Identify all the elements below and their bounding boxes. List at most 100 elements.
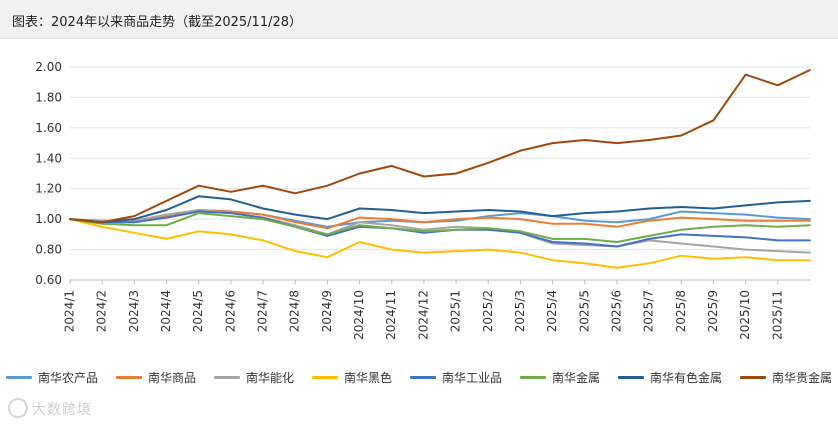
x-tick-label: 2025/10 [738, 290, 752, 340]
data-point [712, 234, 715, 237]
x-tick-label: 2025/8 [674, 290, 688, 332]
data-point [680, 216, 683, 219]
data-point [197, 210, 200, 213]
data-point [487, 228, 490, 231]
data-point [229, 212, 232, 214]
data-point [583, 238, 586, 240]
chart-header: 图表：2024年以来商品走势（截至2025/11/28） [0, 0, 838, 39]
data-point [712, 245, 715, 248]
data-point [326, 256, 329, 259]
data-point [744, 219, 747, 222]
data-point [133, 219, 136, 222]
data-point [712, 225, 715, 228]
data-point [551, 259, 554, 262]
series-line [69, 212, 811, 243]
data-point [616, 266, 618, 269]
data-point [455, 225, 457, 228]
x-tick-label: 2024/12 [416, 290, 430, 340]
data-point [358, 224, 361, 227]
legend-swatch [5, 375, 32, 379]
data-point [616, 241, 618, 243]
data-point [390, 224, 393, 227]
legend-item: 南华能化 [213, 367, 294, 387]
data-point [583, 212, 586, 214]
data-point [809, 251, 811, 254]
data-point [197, 184, 200, 187]
data-point [262, 213, 264, 216]
data-point [358, 172, 361, 175]
legend-label: 南华金属 [552, 370, 601, 385]
data-point [648, 238, 651, 240]
data-point [133, 221, 136, 224]
legend-label: 南华黑色 [343, 370, 392, 385]
data-point [583, 219, 586, 222]
data-point [165, 216, 168, 219]
data-point [455, 219, 457, 222]
data-point [680, 206, 683, 208]
data-point [165, 199, 168, 202]
legend-swatch [213, 375, 240, 379]
data-point [712, 119, 715, 122]
data-point [262, 218, 264, 221]
data-point [776, 225, 779, 228]
data-point [551, 222, 554, 225]
data-point [519, 149, 522, 152]
data-point [648, 219, 651, 222]
data-point [809, 199, 811, 202]
y-tick-label: 0.60 [35, 273, 62, 287]
data-point [101, 225, 104, 228]
data-point [680, 254, 683, 257]
legend-label: 南华农产品 [37, 370, 98, 385]
data-point [390, 209, 393, 211]
x-tick-label: 2024/4 [159, 290, 173, 332]
x-tick-label: 2024/6 [223, 290, 237, 332]
data-point [519, 218, 522, 221]
data-point [294, 250, 297, 252]
data-point [616, 245, 618, 248]
x-tick-label: 2024/1 [63, 290, 77, 332]
data-point [133, 218, 136, 221]
data-point [390, 218, 393, 221]
x-tick-label: 2024/7 [256, 290, 270, 332]
data-point [101, 222, 104, 225]
data-point [165, 209, 168, 211]
series-line [69, 195, 811, 224]
data-point [680, 242, 683, 245]
data-point [648, 139, 651, 141]
x-tick-label: 2025/5 [577, 290, 591, 332]
data-point [423, 230, 425, 233]
x-tick-label: 2025/6 [609, 290, 623, 332]
data-point [519, 230, 522, 233]
data-point [712, 257, 715, 260]
data-point [776, 219, 779, 222]
data-point [326, 227, 329, 230]
data-point [551, 142, 554, 144]
data-point [197, 212, 200, 214]
series-line [69, 209, 811, 254]
data-point [197, 209, 200, 211]
data-point [744, 256, 747, 259]
data-point [101, 221, 104, 224]
watermark-logo-icon [8, 398, 28, 418]
legend-item: 南华有色金属 [618, 367, 722, 387]
legend-item: 南华商品 [115, 367, 196, 387]
data-point [583, 222, 586, 225]
data-point [487, 209, 490, 211]
data-point [744, 236, 747, 239]
x-tick-label: 2025/7 [642, 290, 656, 332]
data-point [455, 210, 457, 213]
data-point [165, 213, 168, 216]
data-point [616, 225, 618, 228]
data-point [487, 161, 490, 164]
data-point [358, 207, 361, 210]
data-point [680, 210, 683, 213]
data-point [423, 228, 425, 231]
chart-legend: 南华农产品 南华商品 南华能化 南华黑色 南华工业品 南华金属 南华有色金属 南华贵金属 [0, 367, 838, 387]
data-point [165, 238, 168, 240]
legend-swatch [740, 375, 767, 379]
data-point [229, 233, 232, 236]
series-line [69, 69, 811, 224]
data-point [776, 259, 779, 262]
data-point [262, 207, 264, 210]
data-point [262, 239, 264, 242]
